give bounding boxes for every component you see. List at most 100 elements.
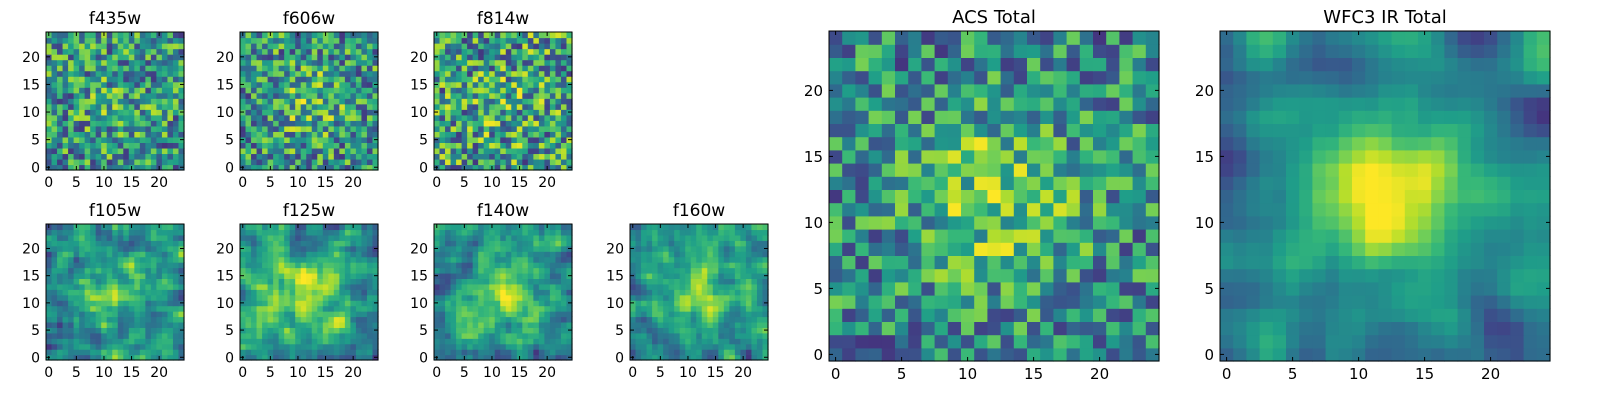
heatmap-cell — [344, 81, 351, 88]
x-tick-label: 20 — [538, 365, 556, 381]
heatmap-cell — [505, 272, 512, 279]
heatmap-cell — [128, 59, 135, 66]
heatmap-cell — [128, 349, 135, 356]
heatmap-cell — [472, 48, 479, 55]
heatmap-cell — [500, 349, 507, 356]
heatmap-cell — [322, 283, 329, 290]
heatmap-cell — [51, 70, 58, 77]
heatmap-cell — [79, 262, 86, 269]
heatmap-cell — [128, 98, 135, 105]
heatmap-cell — [101, 300, 108, 307]
heatmap-cell — [1106, 281, 1120, 296]
heatmap-cell — [657, 311, 664, 318]
heatmap-cell — [355, 278, 363, 285]
heatmap-cell — [79, 245, 86, 252]
heatmap-cell — [500, 98, 507, 105]
heatmap-cell — [533, 158, 540, 166]
heatmap-cell — [439, 109, 446, 116]
heatmap-cell — [734, 305, 741, 312]
heatmap-cell — [278, 59, 285, 66]
heatmap-cell — [566, 37, 573, 44]
heatmap-cell — [549, 349, 557, 356]
heatmap-cell — [251, 120, 258, 127]
heatmap-cell — [167, 300, 174, 307]
x-tick-label: 20 — [344, 365, 362, 381]
heatmap-cell — [161, 142, 169, 149]
heatmap-cell — [1066, 242, 1081, 256]
heatmap-cell — [718, 327, 725, 334]
heatmap-cell — [123, 224, 130, 231]
heatmap-cell — [527, 48, 534, 55]
heatmap-cell — [145, 321, 152, 328]
heatmap-cell — [855, 255, 870, 270]
heatmap-cell — [95, 332, 102, 339]
heatmap-cell — [1079, 268, 1094, 283]
heatmap-cell — [322, 311, 329, 318]
heatmap-cell — [472, 37, 479, 44]
heatmap-cell — [439, 114, 446, 121]
heatmap-cell — [289, 131, 296, 138]
heatmap-cell — [467, 354, 474, 361]
heatmap-cell — [306, 343, 313, 350]
heatmap-cell — [500, 70, 507, 77]
heatmap-cell — [712, 294, 719, 301]
heatmap-cell — [134, 125, 141, 132]
heatmap-cell — [439, 59, 446, 66]
heatmap-cell — [251, 262, 258, 269]
heatmap-cell — [646, 256, 653, 263]
heatmap-cell — [522, 98, 529, 105]
heatmap-cell — [505, 262, 512, 269]
heatmap-cell — [707, 240, 714, 247]
heatmap-cell — [306, 147, 313, 155]
heatmap-cell — [560, 65, 568, 72]
heatmap-cell — [317, 54, 324, 61]
heatmap-cell — [483, 92, 490, 99]
heatmap-cell — [57, 343, 64, 350]
heatmap-cell — [95, 311, 102, 318]
heatmap-cell — [262, 87, 269, 94]
heatmap-cell — [245, 120, 252, 127]
heatmap-cell — [156, 294, 163, 301]
heatmap-cell — [1027, 202, 1041, 217]
heatmap-cell — [245, 32, 252, 39]
heatmap-cell — [522, 332, 529, 339]
heatmap-cell — [1106, 321, 1120, 336]
heatmap-cell — [295, 131, 302, 138]
heatmap-cell — [322, 300, 329, 307]
heatmap-cell — [461, 59, 468, 66]
heatmap-cell — [679, 311, 686, 318]
heatmap-cell — [145, 349, 152, 356]
heatmap-cell — [112, 338, 119, 345]
heatmap-cell — [62, 59, 69, 66]
heatmap-cell — [489, 125, 496, 132]
heatmap-cell — [311, 267, 318, 274]
heatmap-cell — [106, 354, 113, 361]
heatmap-cell — [544, 229, 551, 236]
heatmap-cell — [311, 354, 318, 361]
panel-title: f140w — [477, 201, 529, 221]
heatmap-cell — [560, 311, 568, 318]
heatmap-cell — [306, 142, 313, 149]
heatmap-cell — [134, 43, 141, 50]
heatmap-cell — [1040, 229, 1054, 243]
heatmap-cell — [881, 215, 896, 230]
heatmap-cell — [95, 321, 102, 328]
heatmap-cell — [511, 32, 518, 39]
heatmap-cell — [240, 349, 247, 356]
heatmap-cell — [500, 327, 507, 334]
heatmap-cell — [167, 92, 174, 99]
heatmap-cell — [1040, 334, 1054, 349]
heatmap-cell — [505, 32, 512, 39]
heatmap-cell — [84, 311, 91, 318]
heatmap-cell — [560, 316, 568, 323]
heatmap-cell — [84, 114, 91, 121]
heatmap-cell — [84, 349, 91, 356]
heatmap-cell — [718, 316, 725, 323]
heatmap-cell — [472, 343, 479, 350]
heatmap-cell — [663, 349, 670, 356]
heatmap-cell — [156, 109, 163, 116]
heatmap-cell — [289, 65, 296, 72]
heatmap-cell — [372, 98, 379, 105]
heatmap-cell — [974, 202, 988, 217]
heatmap-cell — [344, 125, 351, 132]
